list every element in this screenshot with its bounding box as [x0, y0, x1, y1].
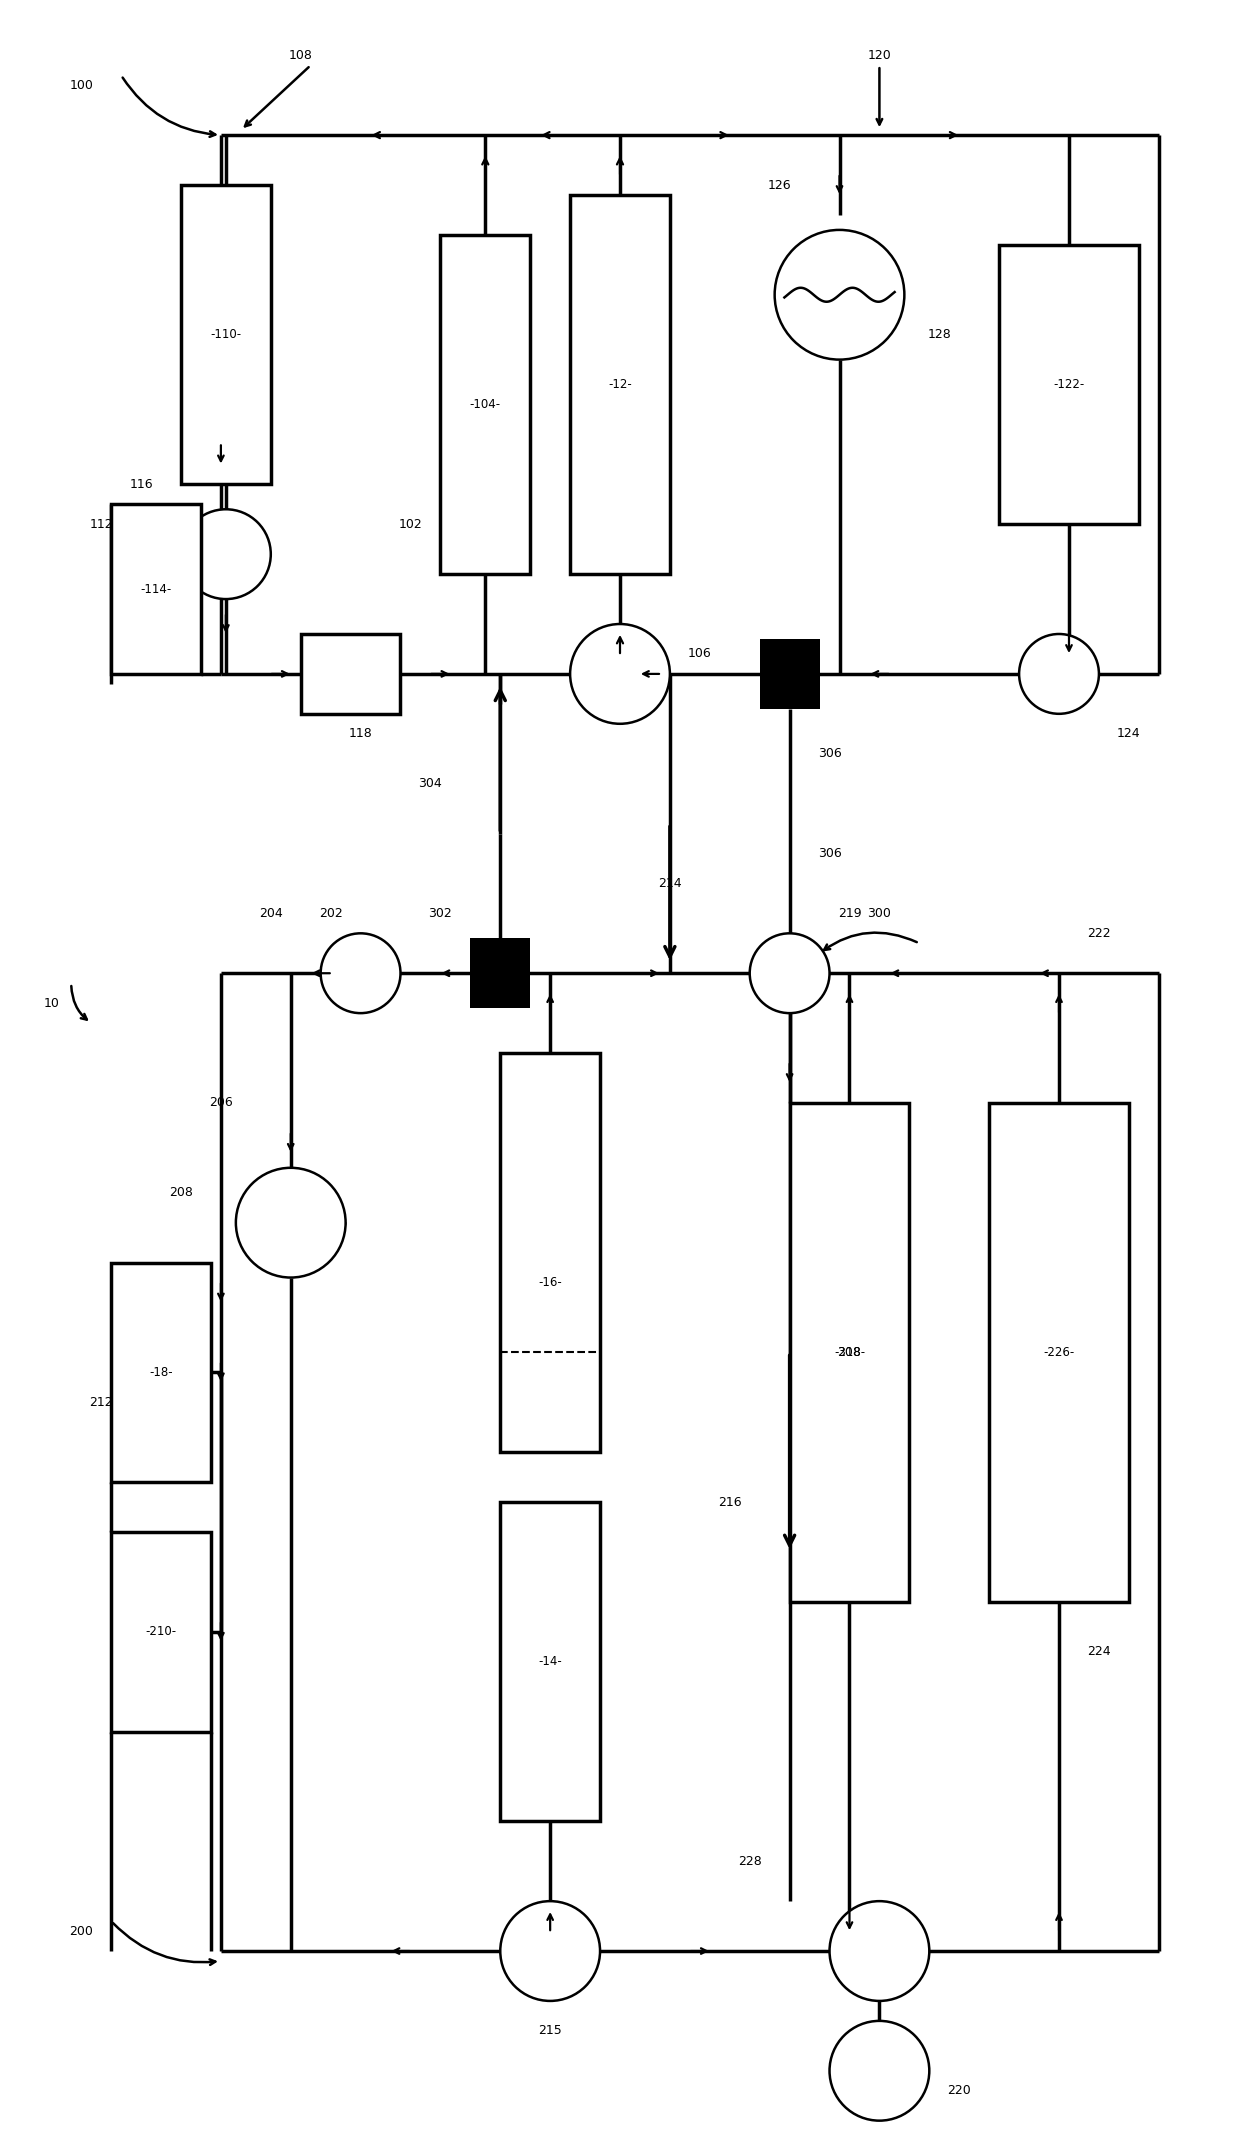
Text: -122-: -122- — [1053, 379, 1085, 392]
Text: 112: 112 — [89, 517, 113, 532]
Circle shape — [236, 1167, 346, 1277]
Text: 100: 100 — [69, 80, 93, 93]
Text: 200: 200 — [69, 1925, 93, 1938]
Text: 10: 10 — [43, 997, 60, 1010]
Text: -110-: -110- — [211, 327, 242, 340]
Text: -218-: -218- — [835, 1346, 866, 1359]
Bar — [790, 1102, 909, 1602]
Bar — [470, 939, 531, 1008]
Bar — [570, 196, 670, 575]
Circle shape — [775, 230, 904, 360]
Circle shape — [321, 932, 401, 1014]
Text: 219: 219 — [838, 906, 862, 919]
Text: 118: 118 — [348, 728, 372, 741]
Text: -104-: -104- — [470, 398, 501, 411]
Text: 204: 204 — [259, 906, 283, 919]
Text: 212: 212 — [89, 1395, 113, 1408]
Circle shape — [500, 1901, 600, 2000]
Text: 102: 102 — [398, 517, 423, 532]
Circle shape — [1019, 633, 1099, 715]
Text: -226-: -226- — [1043, 1346, 1075, 1359]
Text: -12-: -12- — [608, 379, 632, 392]
Text: -210-: -210- — [145, 1626, 176, 1638]
Text: 206: 206 — [210, 1096, 233, 1109]
Circle shape — [570, 624, 670, 723]
Bar — [500, 1503, 600, 1821]
Bar — [301, 633, 401, 715]
Text: 216: 216 — [718, 1496, 742, 1509]
Text: 306: 306 — [817, 846, 842, 859]
Text: 215: 215 — [538, 2024, 562, 2037]
Text: -16-: -16- — [538, 1277, 562, 1290]
Text: 116: 116 — [129, 478, 153, 491]
Text: 208: 208 — [169, 1186, 193, 1199]
Text: 222: 222 — [1087, 926, 1111, 941]
Text: 302: 302 — [429, 906, 453, 919]
Text: 128: 128 — [928, 327, 951, 340]
Bar — [990, 1102, 1128, 1602]
Text: 224: 224 — [1087, 1645, 1111, 1658]
Text: 220: 220 — [947, 2084, 971, 2097]
Text: 108: 108 — [289, 50, 312, 62]
Circle shape — [750, 932, 830, 1014]
Text: 120: 120 — [868, 50, 892, 62]
Text: 308: 308 — [837, 1346, 862, 1359]
Bar — [999, 245, 1138, 523]
Bar — [760, 639, 820, 708]
Circle shape — [830, 2022, 929, 2121]
Text: 106: 106 — [688, 648, 712, 661]
Circle shape — [181, 510, 270, 599]
Circle shape — [830, 1901, 929, 2000]
Text: 304: 304 — [419, 777, 443, 790]
Text: 214: 214 — [658, 876, 682, 889]
Text: 300: 300 — [868, 906, 892, 919]
Text: 202: 202 — [319, 906, 342, 919]
Bar — [112, 1533, 211, 1731]
Bar — [112, 1262, 211, 1481]
Bar — [500, 1053, 600, 1451]
Bar — [112, 504, 201, 674]
Text: 126: 126 — [768, 179, 791, 192]
Text: 306: 306 — [817, 747, 842, 760]
Bar — [181, 185, 270, 484]
Text: -114-: -114- — [140, 583, 171, 596]
Text: -14-: -14- — [538, 1656, 562, 1669]
Text: -18-: -18- — [149, 1365, 172, 1378]
Text: 228: 228 — [738, 1854, 761, 1869]
Text: 124: 124 — [1117, 728, 1141, 741]
Bar — [440, 235, 531, 575]
